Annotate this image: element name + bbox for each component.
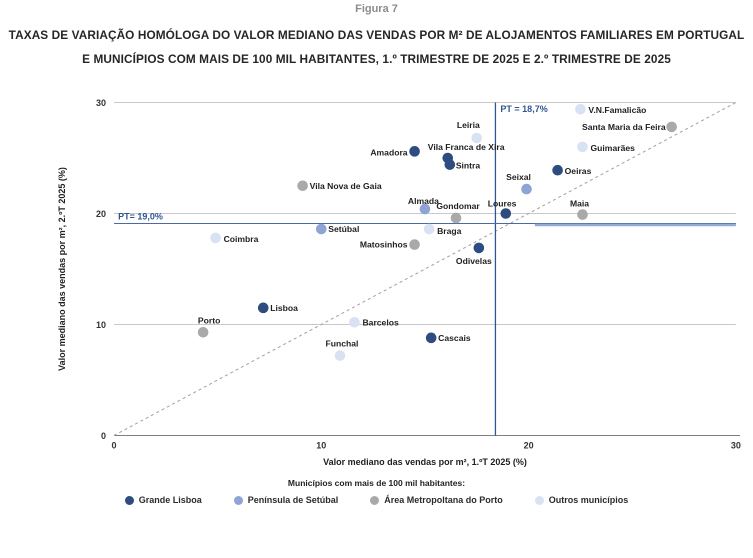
label-sintra: Sintra: [456, 161, 481, 171]
point-vila-nova-de-gaia: [297, 180, 308, 192]
legend-label-peni-nsula-de-setu-bal: Península de Setúbal: [247, 495, 339, 505]
legend-item-peni-nsula-de-setu-bal: Península de Setúbal: [233, 495, 339, 505]
point-oeiras: [552, 164, 563, 176]
point-loures: [500, 208, 512, 219]
legend: Grande Lisboa Península de Setúbal Área Me…: [0, 495, 753, 505]
point-santa-maria-da-feira: [666, 121, 677, 133]
label-santa-maria-da-feira: Santa Maria da Feira: [582, 122, 666, 132]
legend-dot-a-rea-metropoltana-do-porto: [370, 495, 380, 505]
pt-horizontal-label: PT= 19,0%: [118, 211, 163, 221]
point-funchal: [334, 350, 346, 361]
legend-label-a-rea-metropoltana-do-porto: Área Metropoltana do Porto: [384, 495, 503, 505]
point-seixal: [521, 183, 532, 195]
label-coimbra: Coimbra: [224, 234, 259, 244]
point-braga: [423, 223, 435, 235]
label-amadora: Amadora: [370, 147, 407, 157]
label-loures: Loures: [488, 199, 517, 209]
label-lisboa: Lisboa: [270, 303, 298, 313]
point-barcelos: [349, 316, 360, 328]
label-funchal: Funchal: [325, 339, 358, 349]
point-leiria: [471, 132, 483, 144]
label-guimara-es: Guimarães: [590, 143, 635, 153]
y-axis-title: Valor mediano das vendas por m², 2.ºT 20…: [57, 167, 67, 371]
legend-dot-outros-munici-pios: [534, 495, 544, 505]
legend-item-a-rea-metropoltana-do-porto: Área Metropoltana do Porto: [370, 495, 503, 505]
legend-label-outros-munici-pios: Outros municípios: [548, 495, 629, 505]
x-tick-10: 10: [316, 441, 326, 451]
label-seixal: Seixal: [506, 172, 531, 182]
label-porto: Porto: [198, 315, 220, 325]
label-almada: Almada: [408, 196, 439, 206]
legend-item-grande-lisboa: Grande Lisboa: [124, 495, 202, 505]
y-tick-20: 20: [96, 209, 106, 219]
label-braga: Braga: [437, 226, 462, 236]
point-matosinhos: [409, 239, 420, 250]
pt-vertical-label: PT = 18,7%: [500, 104, 547, 114]
label-setu-bal: Setúbal: [328, 224, 359, 234]
x-tick-20: 20: [524, 441, 534, 451]
point-amadora: [409, 146, 420, 157]
point-odivelas: [473, 242, 485, 254]
legend-note: Municípios com mais de 100 mil habitante…: [287, 478, 466, 488]
figure-title-line-2: E MUNICÍPIOS COM MAIS DE 100 MIL HABITAN…: [82, 52, 671, 66]
label-leiria: Leiria: [457, 120, 480, 130]
point-lisboa: [257, 302, 269, 314]
label-vila-nova-de-gaia: Vila Nova de Gaia: [310, 181, 382, 191]
y-tick-30: 30: [96, 98, 106, 108]
x-tick-0: 0: [111, 441, 116, 451]
point-setu-bal: [316, 223, 327, 235]
point-sintra: [444, 159, 456, 170]
legend-label-grande-lisboa: Grande Lisboa: [138, 495, 202, 505]
point-almada: [419, 203, 431, 215]
label-maia: Maia: [570, 199, 589, 209]
point-porto: [197, 326, 209, 338]
figure-number: Figura 7: [355, 3, 398, 15]
x-tick-30: 30: [731, 441, 741, 451]
legend-dot-peni-nsula-de-setu-bal: [233, 495, 243, 505]
identity-line: [113, 102, 737, 436]
label-cascais: Cascais: [438, 333, 471, 343]
x-axis-title: Valor mediano das vendas por m², 1.ºT 20…: [323, 457, 527, 467]
legend-item-outros-munici-pios: Outros municípios: [534, 495, 629, 505]
figure-title-line-1: TAXAS DE VARIAÇÃO HOMÓLOGA DO VALOR MEDI…: [8, 28, 745, 42]
point-v-n-famalica-o: [575, 103, 586, 115]
point-guimara-es: [577, 141, 588, 153]
label-oeiras: Oeiras: [565, 166, 592, 176]
label-odivelas: Odivelas: [456, 256, 492, 266]
point-cascais: [425, 332, 437, 344]
label-vila-franca-de-xira: Vila Franca de Xira: [428, 142, 505, 152]
label-gondomar: Gondomar: [436, 201, 480, 211]
point-gondomar: [450, 212, 462, 224]
y-tick-0: 0: [101, 431, 106, 441]
legend-dot-grande-lisboa: [124, 495, 134, 505]
point-coimbra: [210, 232, 221, 244]
label-v-n-famalica-o: V.N.Famalicão: [588, 105, 646, 115]
label-barcelos: Barcelos: [362, 317, 399, 327]
y-tick-10: 10: [96, 320, 106, 330]
label-matosinhos: Matosinhos: [360, 240, 408, 250]
point-maia: [577, 209, 588, 220]
